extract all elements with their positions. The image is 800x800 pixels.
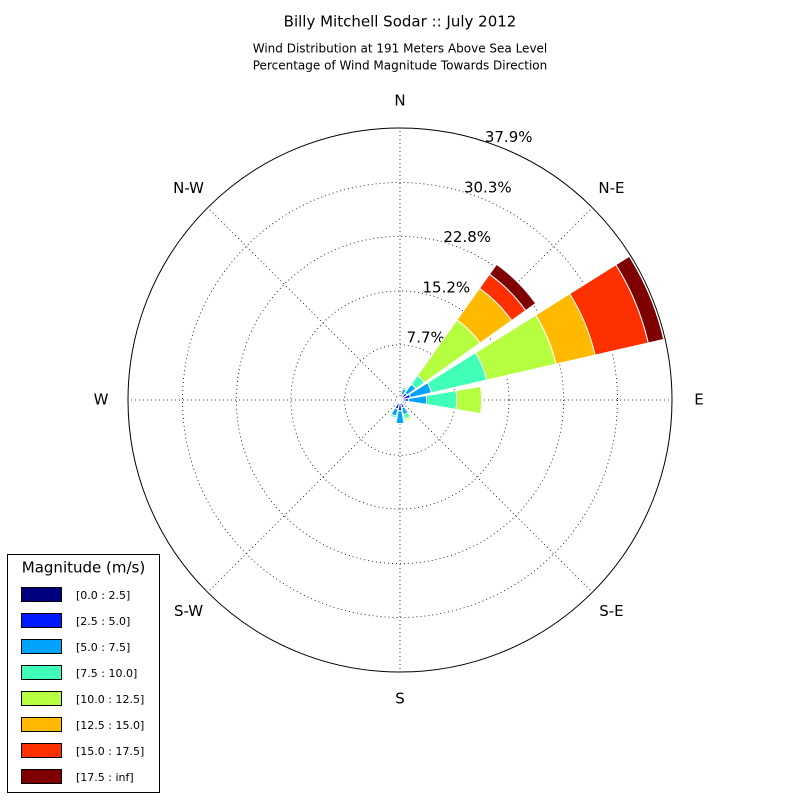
radial-tick-label: 7.7% (407, 328, 445, 346)
grid-ring (182, 182, 618, 618)
legend-label: [15.0 : 17.5] (76, 745, 144, 758)
wind-bar (455, 385, 483, 415)
legend-swatch (21, 769, 62, 784)
chart-title: Billy Mitchell Sodar :: July 2012 (284, 13, 517, 31)
legend-title: Magnitude (m/s) (22, 559, 145, 577)
wind-bar (615, 255, 665, 344)
radial-tick-label: 37.9% (485, 128, 533, 146)
legend-label: [7.5 : 10.0] (76, 667, 137, 680)
direction-label: N (394, 92, 405, 110)
angular-grid-line (399, 399, 593, 593)
legend-label: [2.5 : 5.0] (76, 615, 130, 628)
radial-tick-label: 22.8% (443, 228, 491, 246)
legend-label: [0.0 : 2.5] (76, 589, 130, 602)
legend-swatch (21, 743, 62, 758)
legend-swatch (21, 587, 62, 602)
direction-label: N-W (173, 179, 204, 197)
legend-label: [5.0 : 7.5] (76, 641, 130, 654)
legend-label: [12.5 : 15.0] (76, 719, 144, 732)
grid-ring (290, 290, 510, 510)
direction-label: S (395, 690, 405, 708)
legend-label: [10.0 : 12.5] (76, 693, 144, 706)
legend-swatch (21, 717, 62, 732)
grid-ring (235, 235, 565, 565)
radial-tick-label: 15.2% (423, 279, 471, 297)
chart-subtitle: Wind Distribution at 191 Meters Above Se… (253, 42, 548, 56)
direction-label: S-E (599, 602, 623, 620)
chart-subtitle: Percentage of Wind Magnitude Towards Dir… (253, 59, 547, 73)
wind-bar (389, 415, 396, 419)
wind-bar (480, 386, 483, 414)
legend-swatch (21, 665, 62, 680)
legend-swatch (21, 639, 62, 654)
direction-label: W (94, 391, 109, 409)
legend-swatch (21, 613, 62, 628)
polar-frame (127, 127, 673, 673)
legend-swatch (21, 691, 62, 706)
legend-label: [17.5 : inf] (76, 771, 134, 784)
angular-grid-line (207, 399, 401, 593)
angular-grid-line (207, 207, 401, 401)
direction-label: N-E (598, 179, 624, 197)
radial-tick-label: 30.3% (464, 179, 512, 197)
direction-label: E (694, 391, 703, 409)
wind-bar (488, 263, 537, 312)
direction-label: S-W (174, 602, 203, 620)
